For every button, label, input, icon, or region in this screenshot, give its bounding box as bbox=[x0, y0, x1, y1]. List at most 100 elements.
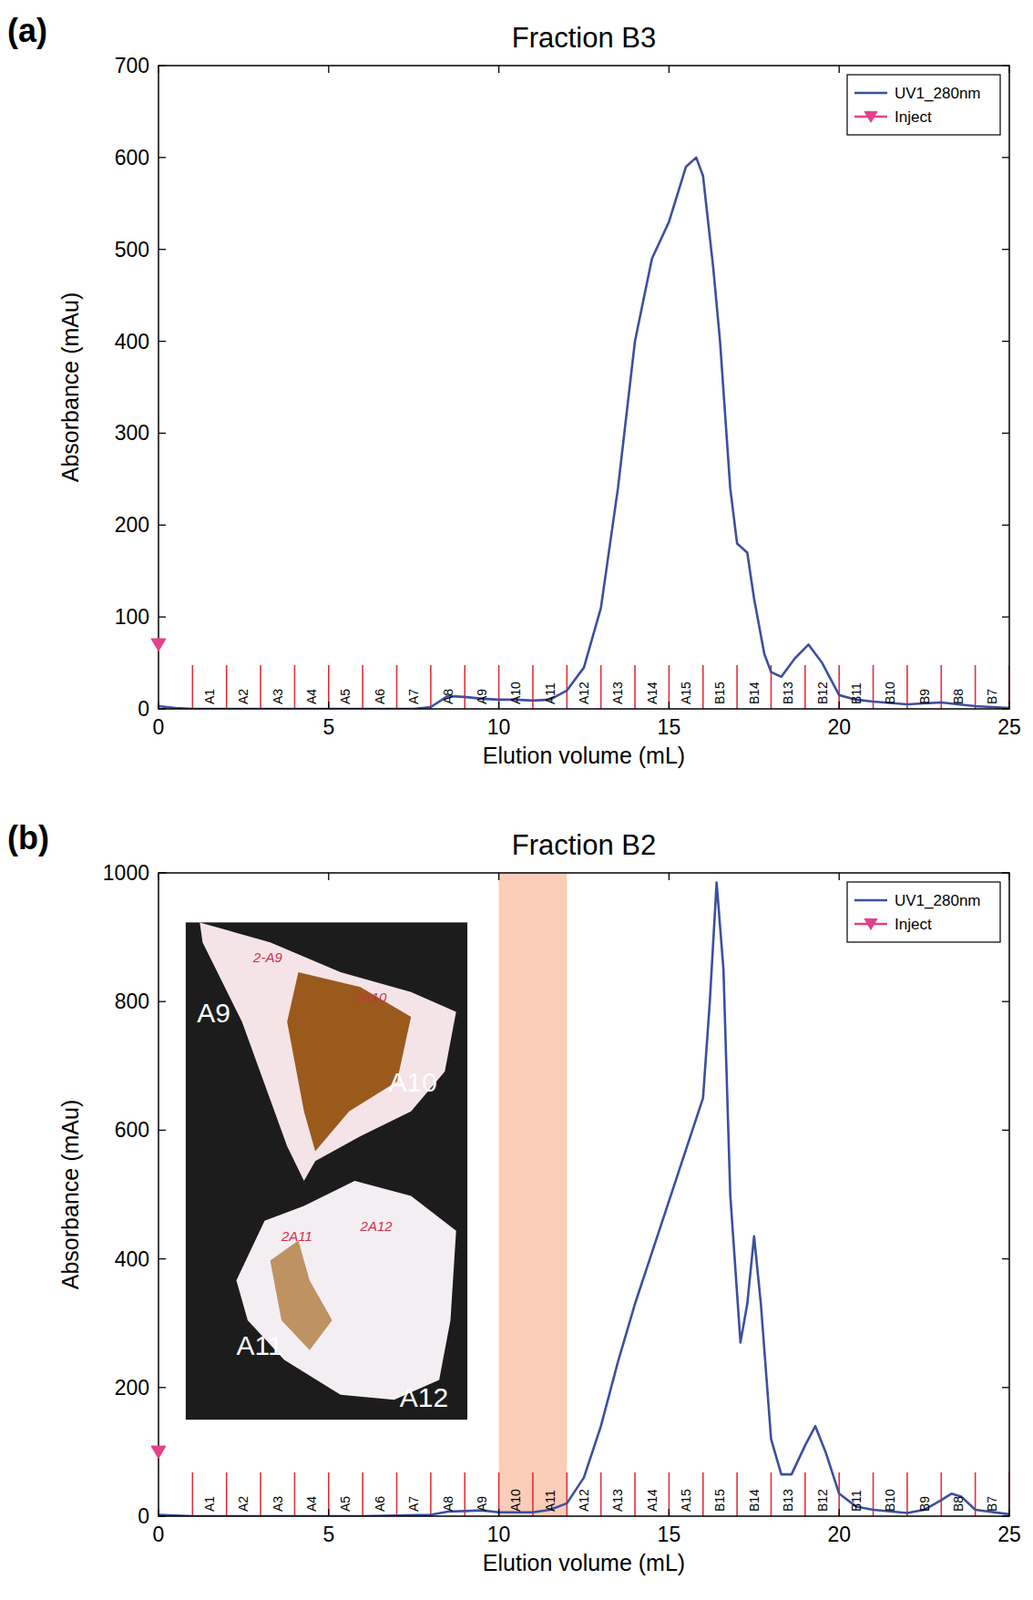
fraction-line bbox=[192, 664, 195, 709]
x-tick bbox=[668, 1508, 670, 1516]
fraction-label: B14 bbox=[746, 1488, 762, 1512]
fraction-label: A7 bbox=[406, 688, 421, 705]
panel-label: (a) bbox=[7, 11, 48, 50]
legend: UV1_280nmInject bbox=[847, 881, 1001, 942]
x-axis-title: Elution volume (mL) bbox=[482, 1549, 686, 1576]
legend-box bbox=[847, 881, 1001, 942]
fraction-label: A1 bbox=[202, 1495, 217, 1512]
fraction-line bbox=[498, 664, 501, 709]
inset-label: A11 bbox=[236, 1329, 284, 1361]
x-tick bbox=[838, 701, 840, 709]
x-tick bbox=[1008, 65, 1010, 73]
fraction-line bbox=[259, 1472, 262, 1516]
fraction-label: A8 bbox=[440, 1495, 456, 1512]
y-tick-label: 700 bbox=[114, 53, 150, 78]
fraction-line bbox=[327, 664, 330, 709]
y-tick-label: 500 bbox=[114, 237, 150, 262]
x-tick-label: 15 bbox=[657, 1522, 682, 1546]
fraction-line bbox=[804, 1472, 807, 1516]
y-tick bbox=[158, 1386, 166, 1388]
fraction-label: B7 bbox=[984, 1495, 1000, 1512]
fraction-line bbox=[429, 664, 432, 709]
fraction-label: A9 bbox=[474, 1495, 490, 1512]
legend-swatch bbox=[864, 918, 878, 930]
fraction-label: A14 bbox=[644, 681, 660, 705]
y-tick bbox=[1002, 615, 1010, 617]
y-tick-label: 600 bbox=[114, 145, 150, 170]
fraction-line bbox=[668, 664, 671, 709]
fraction-line bbox=[906, 664, 909, 709]
fraction-line bbox=[906, 1472, 909, 1516]
fraction-label: B13 bbox=[780, 1488, 796, 1512]
legend-swatch bbox=[854, 92, 888, 95]
y-tick-label: 100 bbox=[114, 604, 150, 629]
fraction-label: A11 bbox=[542, 682, 558, 705]
y-tick-label: 0 bbox=[137, 696, 150, 721]
fraction-label: B11 bbox=[848, 1489, 864, 1512]
fraction-line bbox=[463, 664, 466, 709]
legend: UV1_280nmInject bbox=[847, 74, 1001, 135]
y-tick-label: 1000 bbox=[102, 860, 150, 885]
inset-label: A9 bbox=[196, 997, 231, 1028]
x-tick-label: 5 bbox=[322, 1522, 335, 1546]
fraction-line bbox=[736, 1472, 738, 1516]
y-tick bbox=[158, 524, 166, 526]
fraction-line bbox=[498, 1472, 501, 1516]
fraction-line bbox=[396, 1472, 399, 1516]
fraction-label: A2 bbox=[235, 1495, 251, 1512]
legend-label: Inject bbox=[894, 108, 932, 126]
highlight bbox=[499, 872, 568, 1516]
y-tick bbox=[158, 1129, 166, 1131]
x-tick bbox=[668, 872, 670, 880]
fraction-label: A5 bbox=[337, 1495, 353, 1512]
fraction-line bbox=[974, 664, 977, 709]
y-tick-label: 200 bbox=[114, 1375, 150, 1400]
fraction-label: B15 bbox=[712, 681, 727, 705]
x-tick bbox=[498, 701, 500, 709]
fraction-label: A4 bbox=[304, 1495, 319, 1512]
fraction-line bbox=[702, 664, 705, 709]
fraction-label: A3 bbox=[270, 1495, 286, 1512]
y-tick bbox=[1002, 1386, 1010, 1388]
x-tick bbox=[838, 872, 840, 880]
y-tick bbox=[1002, 340, 1010, 342]
y-tick bbox=[1002, 64, 1010, 66]
fraction-label: A11 bbox=[542, 1489, 558, 1512]
fraction-line bbox=[702, 1472, 705, 1516]
x-tick-label: 15 bbox=[657, 715, 682, 739]
fraction-line bbox=[294, 1472, 297, 1516]
y-tick bbox=[158, 615, 166, 617]
plot-area bbox=[158, 65, 1010, 709]
inset-label: A12 bbox=[399, 1381, 449, 1412]
fraction-label: A6 bbox=[372, 1495, 388, 1512]
x-tick bbox=[498, 872, 500, 880]
fraction-line bbox=[600, 664, 603, 709]
x-tick bbox=[327, 701, 329, 709]
x-tick-label: 0 bbox=[153, 715, 165, 739]
stain bbox=[286, 971, 411, 1152]
y-tick-label: 300 bbox=[114, 420, 150, 445]
inject-marker bbox=[151, 1445, 166, 1459]
y-tick bbox=[1002, 1258, 1010, 1259]
fraction-label: B11 bbox=[848, 682, 864, 705]
fraction-line bbox=[361, 664, 364, 709]
title: Fraction B2 bbox=[511, 828, 657, 861]
fraction-label: A4 bbox=[304, 688, 319, 705]
x-tick-label: 25 bbox=[997, 715, 1022, 739]
fraction-line bbox=[566, 1472, 569, 1516]
y-tick bbox=[1002, 1129, 1010, 1131]
x-tick bbox=[838, 65, 840, 73]
inset-handwriting: 2-A9 bbox=[252, 949, 283, 965]
fraction-label: A6 bbox=[372, 688, 388, 705]
y-tick bbox=[1002, 707, 1010, 709]
fraction-label: A15 bbox=[678, 681, 694, 705]
inset-handwriting: 2A10 bbox=[353, 989, 388, 1005]
y-tick bbox=[158, 156, 166, 158]
x-tick bbox=[157, 1508, 159, 1516]
y-tick bbox=[1002, 1514, 1010, 1516]
petal bbox=[236, 1180, 457, 1400]
x-tick bbox=[498, 1508, 500, 1516]
fraction-label: B9 bbox=[917, 688, 932, 705]
y-tick bbox=[158, 1258, 166, 1259]
x-tick bbox=[838, 1508, 840, 1516]
